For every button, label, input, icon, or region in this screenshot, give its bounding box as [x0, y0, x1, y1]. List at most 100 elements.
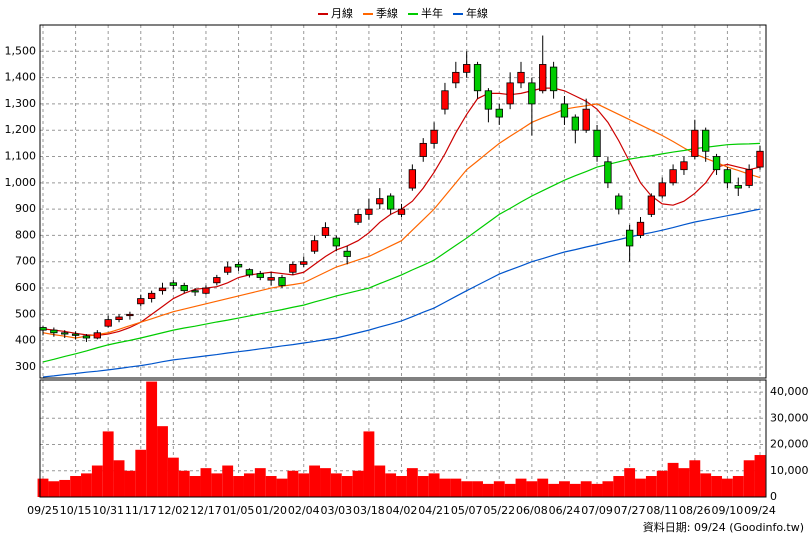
volume-bar — [374, 465, 386, 497]
volume-bar — [222, 465, 234, 497]
candle-body — [463, 64, 471, 73]
candle-body — [300, 261, 308, 265]
legend-label: 半年 — [421, 6, 443, 20]
volume-bar — [243, 473, 255, 497]
y-tick-label: 400 — [15, 334, 36, 347]
volume-bar — [113, 460, 125, 497]
candle-body — [441, 90, 449, 110]
volume-bar — [298, 473, 310, 497]
x-tick-label: 03/18 — [353, 504, 385, 517]
volume-bar — [645, 476, 657, 497]
volume-bar — [537, 478, 549, 497]
candle-body — [669, 169, 677, 184]
candle-body — [691, 129, 699, 157]
candle-body — [495, 108, 503, 118]
candle-body — [267, 277, 275, 281]
volume-bar — [548, 483, 560, 497]
volume-bar — [135, 449, 147, 497]
x-tick-label: 02/04 — [288, 504, 320, 517]
x-tick-label: 07/27 — [614, 504, 646, 517]
candle-body — [734, 185, 742, 189]
candle-body — [71, 333, 80, 336]
candle-body — [473, 64, 482, 92]
y-tick-label: 300 — [15, 360, 36, 373]
candle-body — [169, 282, 178, 286]
volume-bar — [624, 468, 636, 497]
y-tick-label: 900 — [15, 202, 36, 215]
volume-bar — [406, 468, 418, 497]
candle-body — [39, 327, 47, 331]
volume-bar — [743, 460, 755, 497]
candle-body — [680, 161, 688, 171]
volume-bar — [385, 473, 397, 497]
candle-body — [604, 161, 612, 184]
volume-bar — [602, 481, 614, 497]
candle-body — [658, 182, 666, 197]
candle-body — [137, 298, 145, 305]
x-tick-label: 10/31 — [92, 504, 124, 517]
candle-body — [745, 169, 753, 186]
candle-body — [756, 150, 764, 168]
candle-body — [278, 277, 286, 286]
volume-bar — [613, 476, 625, 497]
candle-body — [506, 82, 514, 105]
candle-body — [452, 71, 460, 84]
volume-tick-label: 40,000 — [770, 385, 808, 398]
x-tick-label: 09/25 — [27, 504, 59, 517]
volume-bar — [59, 479, 71, 497]
y-tick-label: 1,400 — [5, 71, 37, 84]
candle-body — [354, 213, 362, 223]
y-tick-label: 700 — [15, 255, 36, 268]
plot — [37, 35, 766, 497]
volume-bar — [482, 483, 494, 497]
volume-bar — [265, 476, 277, 497]
price-frame — [39, 24, 767, 379]
volume-bar — [146, 381, 158, 497]
candle-body — [158, 287, 167, 292]
candle-body — [310, 240, 319, 252]
candle-body — [115, 316, 123, 321]
y-tick-label: 1,200 — [5, 123, 37, 136]
volume-bar — [211, 473, 223, 497]
legend-label: 季線 — [376, 6, 398, 20]
volume-bar — [37, 478, 49, 497]
legend-label: 月線 — [331, 6, 353, 20]
candle-body — [647, 195, 656, 215]
candle-body — [571, 116, 579, 131]
footer: 資料日期: 09/24 (Goodinfo.tw) — [643, 520, 804, 534]
candle-body — [484, 90, 493, 110]
volume-tick-label: 10,000 — [770, 464, 808, 477]
volume-bar — [711, 476, 722, 497]
candle-body — [61, 332, 69, 335]
volume-bar — [428, 473, 440, 497]
candle-body — [180, 285, 188, 292]
volume-bar — [591, 483, 603, 497]
volume-bar — [656, 470, 668, 497]
candle-body — [245, 269, 254, 276]
candle-body — [539, 64, 547, 92]
candle-body — [582, 108, 590, 131]
volume-frame — [39, 379, 767, 498]
volume-bar — [124, 470, 136, 497]
candle-body — [723, 169, 732, 184]
candle-body — [386, 195, 395, 210]
candle-body — [517, 71, 525, 84]
candle-body — [615, 195, 623, 210]
candle-body — [376, 198, 384, 205]
volume-bar — [678, 468, 690, 497]
candle-body — [365, 208, 373, 215]
volume-bar — [635, 478, 646, 497]
x-tick-label: 03/03 — [320, 504, 352, 517]
candle-body — [408, 169, 417, 189]
candle-body — [321, 227, 330, 236]
x-tick-label: 01/20 — [255, 504, 287, 517]
volume-bar — [515, 478, 527, 497]
volume-bar — [559, 481, 570, 497]
y-tick-label: 1,000 — [5, 176, 37, 189]
volume-bar — [450, 478, 462, 497]
volume-bar — [417, 476, 429, 497]
x-tick-label: 05/07 — [451, 504, 483, 517]
candle-body — [50, 329, 58, 334]
candle-body — [549, 66, 558, 92]
